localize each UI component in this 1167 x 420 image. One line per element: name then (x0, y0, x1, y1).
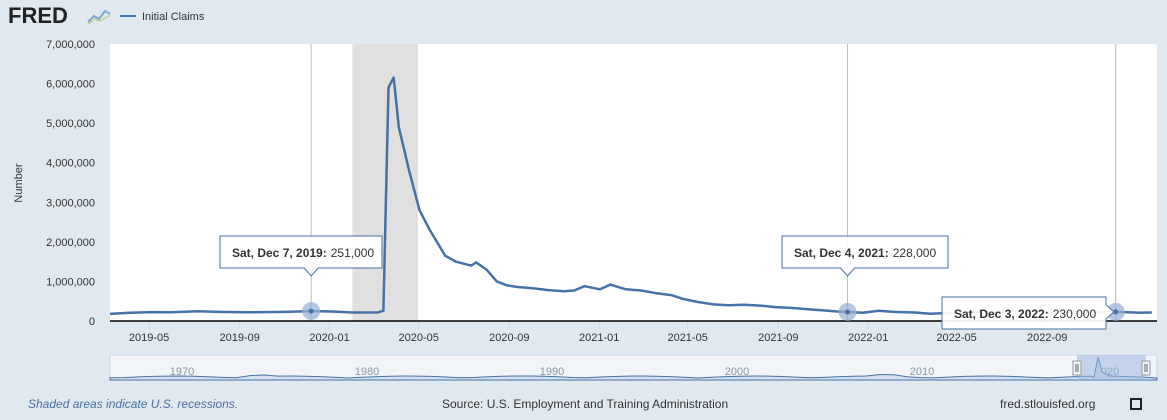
x-tick-label: 2020-09 (489, 332, 529, 344)
source-credit: Source: U.S. Employment and Training Adm… (442, 397, 729, 411)
navigator-label: 1970 (170, 366, 194, 378)
annotation-text: Sat, Dec 7, 2019: 251,000 (232, 246, 374, 260)
annotation-box (941, 296, 1115, 330)
annotation-value: 251,000 (331, 246, 375, 260)
navigator-selection[interactable] (1077, 355, 1146, 380)
x-tick-label: 2021-05 (667, 332, 707, 344)
navigator[interactable]: 197019801990200020102020 (109, 354, 1158, 381)
plot-area (110, 44, 1157, 321)
x-tick-label: 2019-09 (219, 332, 259, 344)
y-tick-label: 7,000,000 (46, 39, 95, 51)
y-axis-label: Number (13, 163, 25, 202)
annotation-marker-dot (845, 309, 851, 315)
x-tick-label: 2022-05 (936, 332, 976, 344)
line-chart-icon (87, 9, 111, 25)
x-tick-label: 2021-09 (758, 332, 798, 344)
x-tick-label: 2022-01 (848, 332, 888, 344)
annotation-value: 230,000 (1053, 307, 1097, 321)
site-link[interactable]: fred.stlouisfed.org (1000, 397, 1096, 411)
y-tick-label: 6,000,000 (46, 79, 95, 91)
annotation-date: Sat, Dec 3, 2022: (954, 307, 1049, 321)
annotation[interactable]: Sat, Dec 3, 2022: 230,000 (941, 296, 1125, 330)
annotation[interactable]: Sat, Dec 7, 2019: 251,000 (219, 235, 383, 321)
annotation-box (219, 235, 383, 277)
annotation-value: 228,000 (893, 246, 937, 260)
annotation-date: Sat, Dec 4, 2021: (794, 246, 889, 260)
navigator-series (109, 356, 1158, 381)
annotation[interactable]: Sat, Dec 4, 2021: 228,000 (781, 235, 949, 321)
navigator-label: 1980 (355, 366, 379, 378)
x-tick-label: 2022-09 (1027, 332, 1067, 344)
navigator-handle-right[interactable] (1141, 360, 1151, 376)
annotation-text: Sat, Dec 4, 2021: 228,000 (794, 246, 936, 260)
recession-note: Shaded areas indicate U.S. recessions. (28, 397, 239, 411)
legend-label: Initial Claims (142, 11, 205, 23)
fred-logo-text: FRED (8, 3, 68, 28)
legend[interactable]: Initial Claims (120, 11, 205, 23)
navigator-label: 2010 (910, 366, 934, 378)
x-tick-label: 2021-01 (579, 332, 619, 344)
navigator-label: 1990 (540, 366, 564, 378)
y-tick-label: 4,000,000 (46, 158, 95, 170)
x-tick-label: 2019-05 (129, 332, 169, 344)
navigator-handle-left[interactable] (1072, 360, 1082, 376)
chart: FRED Initial Claims 0 1,000,000 2,000,000 3… (8, 3, 1158, 381)
y-tick-label: 2,000,000 (46, 237, 95, 249)
annotation-box (781, 235, 949, 277)
x-tick-label: 2020-01 (309, 332, 349, 344)
fred-logo[interactable]: FRED (8, 3, 111, 28)
annotation-marker-dot (1113, 309, 1119, 315)
fullscreen-icon[interactable] (1130, 398, 1142, 410)
y-tick-label: 5,000,000 (46, 118, 95, 130)
y-tick-label: 0 (89, 316, 95, 328)
annotation-text: Sat, Dec 3, 2022: 230,000 (954, 307, 1096, 321)
y-tick-label: 3,000,000 (46, 197, 95, 209)
navigator-label: 2000 (725, 366, 749, 378)
x-tick-label: 2020-05 (399, 332, 439, 344)
annotation-date: Sat, Dec 7, 2019: (232, 246, 327, 260)
annotation-marker-dot (308, 308, 314, 314)
y-tick-label: 1,000,000 (46, 276, 95, 288)
